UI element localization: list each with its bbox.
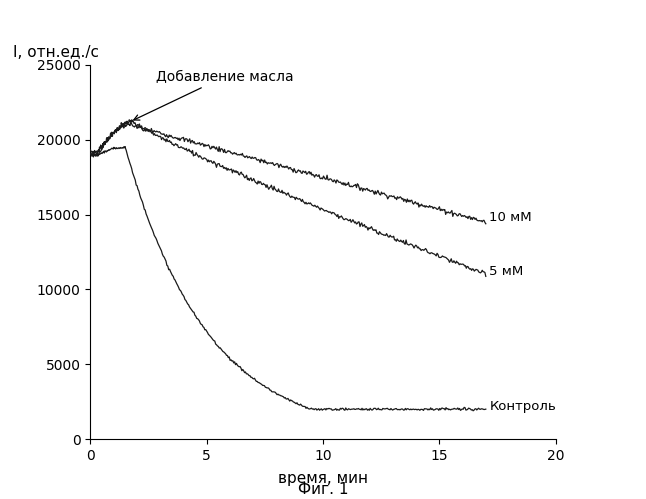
Text: Добавление масла: Добавление масла [134, 70, 293, 120]
Text: Фиг. 1: Фиг. 1 [298, 482, 348, 497]
Text: 5 мМ: 5 мМ [489, 265, 523, 278]
Text: I, отн.ед./с: I, отн.ед./с [13, 45, 99, 60]
X-axis label: время, мин: время, мин [278, 471, 368, 486]
Text: Контроль: Контроль [489, 400, 556, 413]
Text: 10 мМ: 10 мМ [489, 211, 532, 224]
